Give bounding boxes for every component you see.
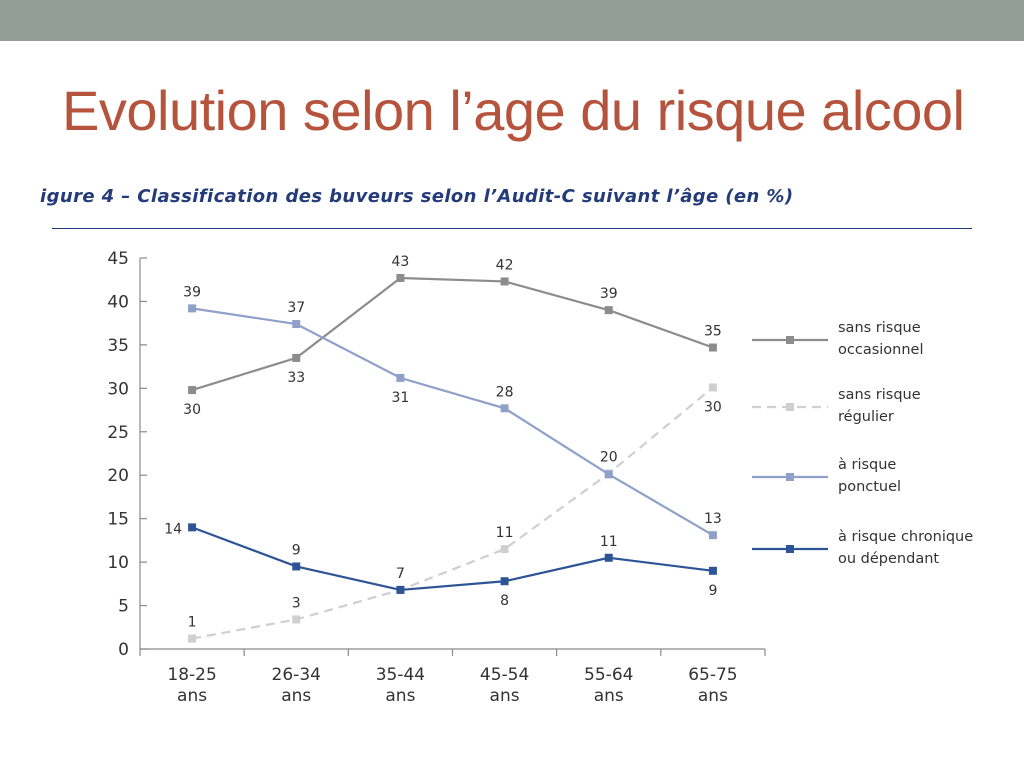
caption-divider — [52, 228, 972, 229]
x-tick-label: 65-75 — [688, 665, 737, 685]
x-tick-label: ans — [385, 686, 415, 706]
data-point — [292, 615, 301, 624]
data-point — [396, 373, 405, 382]
x-tick-label: ans — [177, 686, 207, 706]
y-tick-label: 35 — [107, 336, 129, 356]
data-label: 20 — [600, 449, 618, 465]
y-tick-label: 10 — [107, 553, 129, 573]
series-line — [191, 386, 714, 640]
data-point — [500, 404, 509, 413]
data-label: 3 — [292, 595, 301, 611]
data-point — [708, 383, 717, 392]
y-tick-label: 0 — [118, 640, 129, 660]
data-point — [396, 273, 405, 282]
data-label: 11 — [496, 525, 514, 541]
data-label: 1 — [188, 615, 197, 631]
legend-label: à risque chronique — [838, 529, 973, 545]
data-point — [188, 386, 197, 395]
data-label: 9 — [708, 583, 717, 599]
legend-swatch-marker — [786, 473, 794, 481]
data-point — [396, 585, 405, 594]
data-label: 43 — [392, 254, 410, 270]
x-tick-label: 26-34 — [272, 665, 321, 685]
data-point — [604, 553, 613, 562]
series-lines — [188, 273, 717, 643]
data-label: 35 — [704, 323, 722, 339]
slide-title: Evolution selon l’age du risque alcool — [62, 79, 965, 142]
x-tick-label: 18-25 — [167, 665, 216, 685]
x-tick-label: ans — [594, 686, 624, 706]
data-label: 39 — [183, 284, 201, 300]
legend-swatch-marker — [786, 336, 794, 344]
data-label: 7 — [396, 566, 405, 582]
data-point — [500, 545, 509, 554]
x-tick-label: ans — [698, 686, 728, 706]
data-point — [604, 306, 613, 315]
data-point — [708, 531, 717, 540]
data-label: 31 — [392, 390, 410, 406]
data-point — [500, 577, 509, 586]
data-label: 11 — [600, 534, 618, 550]
legend-label: à risque — [838, 457, 896, 473]
data-label: 42 — [496, 257, 514, 273]
chart-axes: 05101520253035404518-25ans26-34ans35-44a… — [107, 249, 766, 706]
x-tick-label: ans — [281, 686, 311, 706]
data-label: 8 — [500, 593, 509, 609]
x-tick-label: 55-64 — [584, 665, 633, 685]
chart-legend: sans risque occasionnel sans risque régulie… — [752, 320, 973, 567]
x-tick-label: 45-54 — [480, 665, 529, 685]
data-point — [708, 343, 717, 352]
slide-top-band — [0, 0, 1024, 41]
data-point — [292, 353, 301, 362]
legend-label: sans risque — [838, 320, 921, 336]
series-line — [191, 307, 714, 537]
y-tick-label: 20 — [107, 466, 129, 486]
data-point — [604, 470, 613, 479]
data-label: 33 — [287, 370, 305, 386]
y-tick-label: 45 — [107, 249, 129, 269]
legend-swatch-marker — [786, 403, 794, 411]
legend-label: sans risque — [838, 387, 921, 403]
data-label: 13 — [704, 511, 722, 527]
y-tick-label: 30 — [107, 379, 129, 399]
data-label: 28 — [496, 384, 514, 400]
data-point — [292, 320, 301, 329]
series-line — [191, 526, 714, 592]
legend-label: ou dépendant — [838, 551, 939, 567]
data-label: 30 — [183, 402, 201, 418]
data-point — [708, 566, 717, 575]
y-tick-label: 25 — [107, 423, 129, 443]
legend-label: régulier — [838, 409, 894, 425]
data-label: 9 — [292, 542, 301, 558]
legend-label: ponctuel — [838, 479, 901, 495]
data-point — [188, 523, 197, 532]
figure-caption: igure 4 – Classification des buveurs sel… — [40, 186, 794, 207]
data-label: 14 — [164, 521, 182, 537]
y-tick-label: 5 — [118, 597, 129, 617]
y-tick-label: 15 — [107, 510, 129, 530]
legend-label: occasionnel — [838, 342, 924, 358]
data-label: 37 — [287, 300, 305, 316]
data-label: 39 — [600, 286, 618, 302]
data-label: 30 — [704, 399, 722, 415]
data-point — [188, 304, 197, 313]
x-tick-label: 35-44 — [376, 665, 425, 685]
legend-swatch-marker — [786, 545, 794, 553]
data-point — [188, 634, 197, 643]
x-tick-label: ans — [490, 686, 520, 706]
data-point — [500, 277, 509, 286]
series-line — [191, 276, 714, 392]
y-tick-label: 40 — [107, 292, 129, 312]
data-point — [292, 562, 301, 571]
